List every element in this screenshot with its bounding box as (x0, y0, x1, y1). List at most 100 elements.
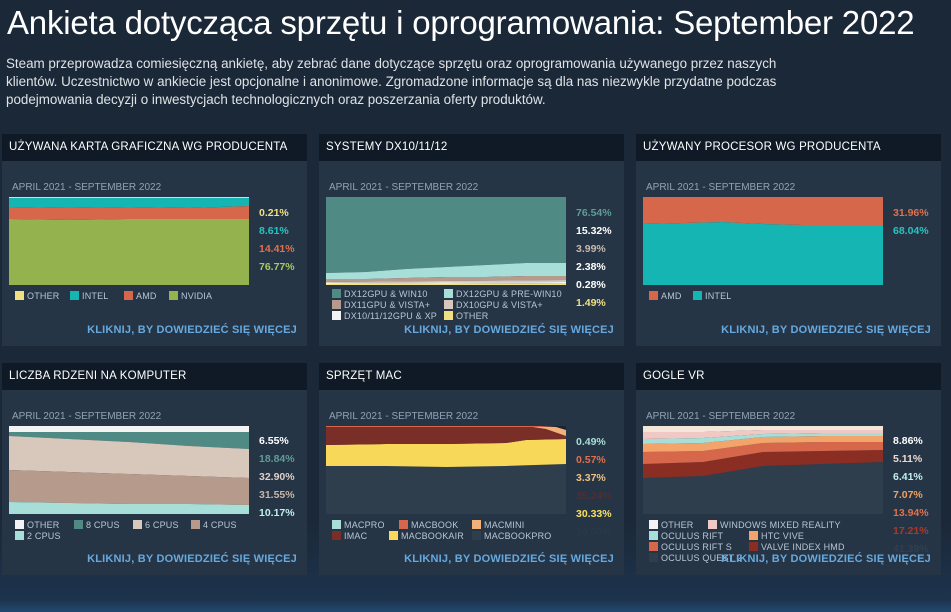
legend-label: WINDOWS MIXED REALITY (720, 520, 841, 530)
legend-label: NVIDIA (181, 291, 213, 301)
vr-stacked-area-chart (643, 426, 883, 514)
legend-swatch (472, 520, 481, 529)
mac-hardware-panel[interactable]: SPRZĘT MAC APRIL 2021 - SEPTEMBER 2022 0… (319, 363, 624, 575)
value-label: 76.54% (576, 207, 612, 219)
vr-headsets-panel[interactable]: GOGLE VR APRIL 2021 - SEPTEMBER 2022 8.8… (636, 363, 941, 575)
legend-swatch (693, 291, 702, 300)
learn-more-link[interactable]: KLIKNIJ, BY DOWIEDZIEĆ SIĘ WIĘCEJ (87, 553, 297, 565)
area-2cpus (9, 502, 249, 514)
legend-label: OTHER (27, 520, 60, 530)
legend-swatch (133, 520, 142, 529)
area-amd (643, 197, 883, 225)
legend-label: DX12GPU & WIN10 (344, 289, 428, 299)
panel-title: UŻYWANA KARTA GRAFICZNA WG PRODUCENTA (2, 134, 307, 161)
legend-swatch (332, 311, 341, 320)
value-label: 31.55% (259, 489, 295, 501)
legend-item-imac: IMAC (332, 531, 367, 541)
date-range-label: APRIL 2021 - SEPTEMBER 2022 (12, 411, 162, 422)
value-label: 0.57% (576, 454, 606, 466)
legend-item-amd: AMD (124, 291, 157, 301)
learn-more-link[interactable]: KLIKNIJ, BY DOWIEDZIEĆ SIĘ WIĘCEJ (404, 553, 614, 565)
legend-item-dx10-vista: DX10GPU & VISTA+ (444, 300, 543, 310)
value-label: 30.33% (576, 508, 612, 520)
area-vive (643, 436, 883, 452)
value-label: 41.39% (893, 543, 929, 555)
area-macbookpro (326, 464, 566, 514)
date-range-label: APRIL 2021 - SEPTEMBER 2022 (646, 182, 796, 193)
legend-item-dx12-prewin10: DX12GPU & PRE-WIN10 (444, 289, 562, 299)
area-nvidia (9, 219, 249, 285)
legend-item-other: OTHER (649, 520, 694, 530)
legend-item-macbook: MACBOOK (399, 520, 458, 530)
legend-label: 8 CPUS (86, 520, 120, 530)
legend-item-8cpus: 8 CPUS (74, 520, 120, 530)
legend-swatch (649, 542, 658, 551)
area-8cpus (9, 432, 249, 449)
legend-swatch (444, 311, 453, 320)
legend-item-other: OTHER (15, 520, 60, 530)
value-label: 68.04% (893, 225, 929, 237)
legend-swatch (70, 291, 79, 300)
page-title: Ankieta dotycząca sprzętu i oprogramowan… (7, 4, 915, 41)
legend-swatch (708, 520, 717, 529)
cpu-cores-panel[interactable]: LICZBA RDZENI NA KOMPUTER APRIL 2021 - S… (2, 363, 307, 575)
value-label: 5.11% (893, 453, 923, 465)
legend-label: 4 CPUS (203, 520, 237, 530)
dx-systems-panel[interactable]: SYSTEMY DX10/11/12 APRIL 2021 - SEPTEMBE… (319, 134, 624, 346)
legend-swatch (332, 289, 341, 298)
learn-more-link[interactable]: KLIKNIJ, BY DOWIEDZIEĆ SIĘ WIĘCEJ (721, 324, 931, 336)
learn-more-link[interactable]: KLIKNIJ, BY DOWIEDZIEĆ SIĘ WIĘCEJ (404, 324, 614, 336)
legend-label: OCULUS RIFT (661, 531, 724, 541)
legend-item-index: VALVE INDEX HMD (749, 542, 845, 552)
area-other (9, 426, 249, 432)
legend-swatch (191, 520, 200, 529)
area-dx12-win10 (326, 197, 566, 273)
gpu-manufacturer-panel[interactable]: UŻYWANA KARTA GRAFICZNA WG PRODUCENTA AP… (2, 134, 307, 346)
legend-swatch (649, 291, 658, 300)
value-label: 3.37% (576, 472, 606, 484)
value-label: 13.94% (893, 507, 929, 519)
area-imac (326, 426, 566, 445)
cores-stacked-area-chart (9, 426, 249, 514)
legend-item-intel: INTEL (693, 291, 732, 301)
legend-swatch (444, 300, 453, 309)
area-xp (326, 282, 566, 284)
legend-swatch (749, 542, 758, 551)
value-label: 2.38% (576, 261, 606, 273)
legend-item-6cpus: 6 CPUS (133, 520, 179, 530)
legend-label: DX10GPU & VISTA+ (456, 300, 543, 310)
legend-swatch (749, 531, 758, 540)
cpu-manufacturer-panel[interactable]: UŻYWANY PROCESOR WG PRODUCENTA APRIL 202… (636, 134, 941, 346)
legend-item-quest2: OCULUS QUEST 2 (649, 553, 742, 563)
value-label: 35.24% (576, 490, 612, 502)
value-label: 32.90% (259, 471, 295, 483)
legend-item-rift-s: OCULUS RIFT S (649, 542, 732, 552)
legend-item-wmr: WINDOWS MIXED REALITY (708, 520, 841, 530)
footer-glow (0, 600, 951, 612)
legend-item-xp: DX10/11/12GPU & XP (332, 311, 437, 321)
legend-swatch (649, 553, 658, 562)
legend-label: VALVE INDEX HMD (761, 542, 845, 552)
legend-swatch (15, 291, 24, 300)
date-range-label: APRIL 2021 - SEPTEMBER 2022 (646, 411, 796, 422)
area-other (643, 426, 883, 432)
legend-label: OTHER (456, 311, 489, 321)
area-rift (643, 433, 883, 444)
legend-label: 2 CPUS (27, 531, 61, 541)
learn-more-link[interactable]: KLIKNIJ, BY DOWIEDZIEĆ SIĘ WIĘCEJ (721, 553, 931, 565)
legend-swatch (649, 531, 658, 540)
legend-swatch (332, 300, 341, 309)
area-intel (643, 222, 883, 285)
legend-swatch (169, 291, 178, 300)
value-label: 18.84% (259, 453, 295, 465)
legend-swatch (15, 531, 24, 540)
area-dx12-prewin10 (326, 263, 566, 279)
legend-swatch (15, 520, 24, 529)
legend-swatch (74, 520, 83, 529)
gpu-stacked-area-chart (9, 197, 249, 285)
area-intel (9, 198, 249, 208)
legend-swatch (399, 520, 408, 529)
legend-swatch (332, 531, 341, 540)
learn-more-link[interactable]: KLIKNIJ, BY DOWIEDZIEĆ SIĘ WIĘCEJ (87, 324, 297, 336)
area-macpro (541, 426, 566, 430)
